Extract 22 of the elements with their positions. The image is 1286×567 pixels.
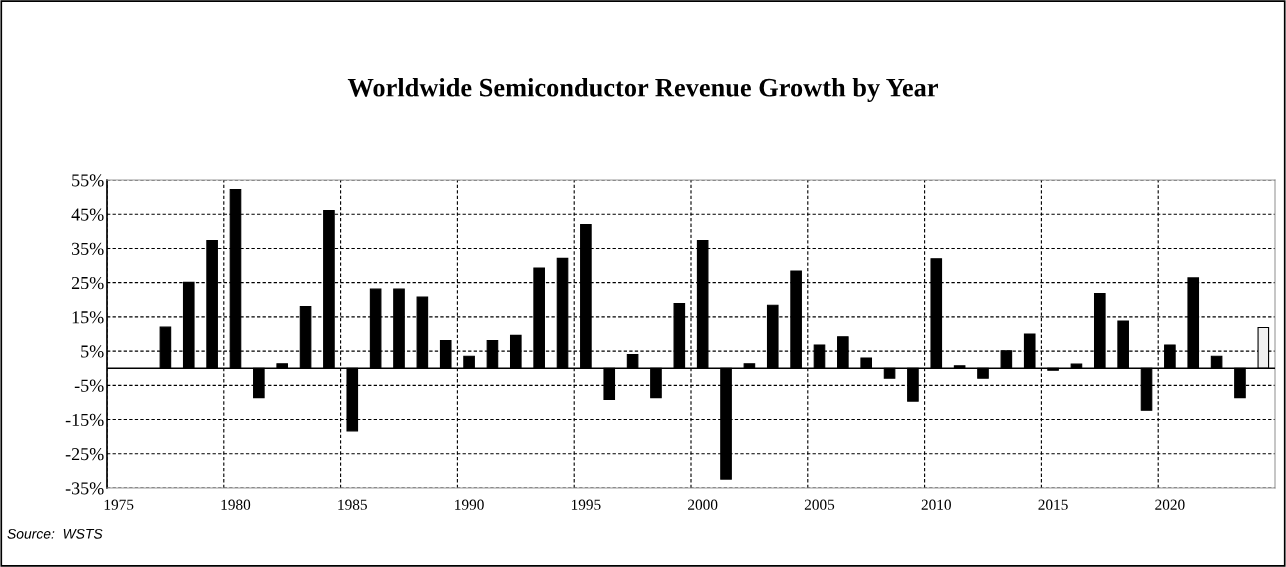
- x-tick-label: 2015: [1038, 499, 1068, 510]
- chart-title: Worldwide Semiconductor Revenue Growth by Year: [347, 78, 938, 102]
- y-tick-label: 5%: [81, 345, 104, 358]
- y-tick-label: -5%: [74, 379, 104, 392]
- x-tick-label: 1975: [104, 499, 134, 510]
- y-tick-label: 25%: [71, 276, 104, 290]
- x-tick-label: 1985: [338, 499, 367, 510]
- y-tick-label: 55%: [72, 174, 104, 187]
- x-tick-label: 1980: [221, 499, 251, 510]
- y-tick-label: 15%: [72, 311, 104, 324]
- y-tick-label: -15%: [65, 413, 104, 427]
- x-tick-label: 2005: [804, 499, 835, 510]
- x-tick-label: 2020: [1155, 499, 1185, 510]
- source-note: Source: WSTS: [7, 528, 103, 539]
- y-tick-label: 35%: [71, 242, 104, 255]
- x-tick-label: 1995: [571, 499, 601, 510]
- y-tick-label: 45%: [71, 208, 104, 221]
- x-tick-label: 1990: [455, 499, 484, 510]
- x-tick-label: 2010: [921, 499, 951, 510]
- y-tick-label: -35%: [65, 482, 104, 495]
- x-tick-label: 2000: [688, 499, 718, 510]
- y-tick-label: -25%: [65, 448, 104, 461]
